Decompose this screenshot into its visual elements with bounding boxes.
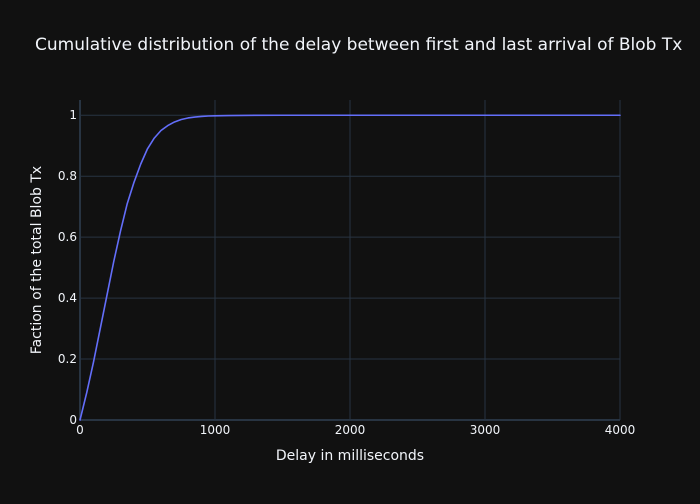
axis-layer xyxy=(79,100,620,421)
y-tick-label: 0 xyxy=(69,413,77,427)
series-layer xyxy=(79,114,621,421)
x-tick-label: 3000 xyxy=(470,423,501,437)
x-axis-title: Delay in milliseconds xyxy=(276,448,424,464)
x-tick-label: 1000 xyxy=(200,423,231,437)
y-axis-title: Faction of the total Blob Tx xyxy=(29,166,45,354)
y-tick-label: 1 xyxy=(69,108,77,122)
y-tick-label: 0.2 xyxy=(58,352,77,366)
series-line xyxy=(79,114,621,421)
y-tick-label: 0.6 xyxy=(58,230,77,244)
tick-label-layer: 0 1000 2000 3000 4000 0 0.2 0.4 0.6 0.8 1 xyxy=(58,108,635,437)
x-tick-label: 2000 xyxy=(335,423,366,437)
x-tick-label: 4000 xyxy=(605,423,636,437)
chart-title: Cumulative distribution of the delay bet… xyxy=(35,35,682,55)
y-tick-label: 0.8 xyxy=(58,169,77,183)
x-tick-label: 0 xyxy=(76,423,84,437)
y-tick-label: 0.4 xyxy=(58,291,77,305)
